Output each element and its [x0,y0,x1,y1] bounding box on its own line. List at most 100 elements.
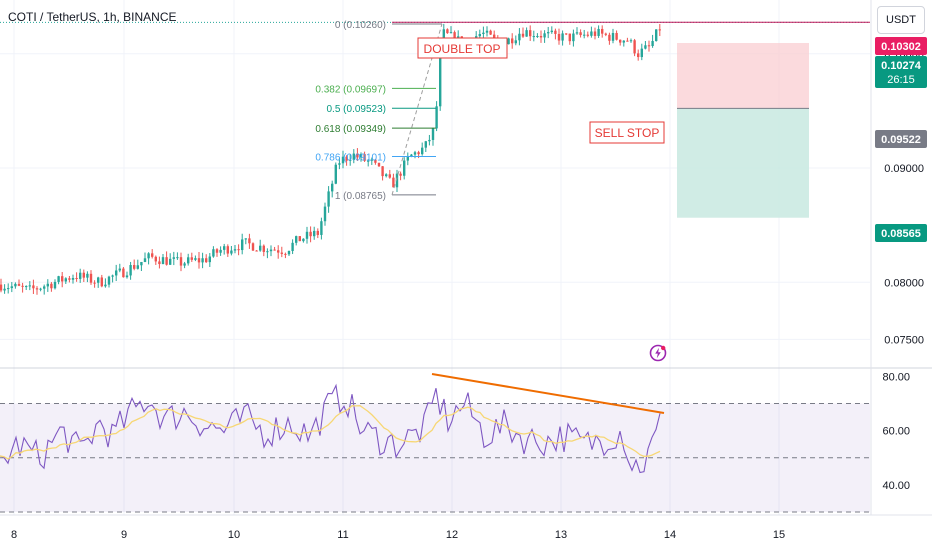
candle-body [169,258,172,265]
candle-body [323,206,327,222]
candle-body [359,154,363,158]
candle-body [349,159,352,161]
candle-body [511,38,514,44]
rsi-axis-tick: 60.00 [882,426,910,438]
fib-level-label: 0 (0.10260) [335,20,386,31]
sell-stop-label: SELL STOP [595,126,660,140]
candle-body [622,40,625,43]
candle-body [579,32,582,36]
candle-body [521,33,525,37]
candle-body [255,250,258,252]
price-label-top-bg [875,37,927,55]
double-top-label: DOUBLE TOP [424,42,501,56]
lightning-icon[interactable] [649,344,667,362]
candle-body [68,278,71,280]
candle-body [266,251,269,253]
candle-body [208,256,211,263]
candle-body [187,257,190,264]
candle-body [536,35,539,37]
candle-body [219,249,222,253]
candle-body [122,268,125,278]
candle-body [61,276,64,282]
candle-body [143,258,147,262]
candle-body [273,249,276,251]
double-top-box [417,37,508,59]
time-axis-tick: 12 [446,529,458,541]
candle-body [413,152,417,155]
candle-body [53,281,57,289]
candle-body [194,258,197,260]
candle-body [532,36,535,38]
candle-body [367,160,370,162]
candle-body [197,258,201,263]
candle-body [493,34,496,38]
candle-body [539,35,543,38]
candle-body [244,238,247,240]
candle-body [100,277,103,287]
stop-loss-zone [677,43,809,109]
candle-body [284,253,287,255]
time-axis-tick: 13 [555,529,567,541]
price-label-target: 0.08565 [881,228,921,240]
candle-body [352,153,355,160]
candle-body [561,33,564,41]
candle-body [230,250,233,254]
candle-body [388,174,391,178]
candle-body [590,31,593,36]
candle-body [309,231,312,237]
candle-body [431,128,435,140]
price-label-last: 0.10274 [881,60,922,72]
candle-body [277,250,280,253]
candle-body [525,30,528,37]
candle-body [3,288,6,291]
candle-body [385,174,388,177]
candle-body [25,286,28,288]
candle-body [158,261,161,265]
candle-body [406,156,409,161]
candle-body [374,159,377,163]
candle-body [7,288,10,290]
candle-body [410,154,413,157]
candle-body [593,31,597,36]
rsi-axis-tick: 40.00 [882,480,910,492]
candle-body [403,160,406,176]
candle-body [554,30,557,34]
candle-body [363,154,366,161]
candle-body [518,33,521,41]
candle-body [183,263,186,266]
candle-body [205,258,208,263]
candle-body [118,268,121,271]
candle-body [50,283,53,289]
price-axis-tick: 0.07500 [884,334,924,346]
candle-body [57,276,60,282]
currency-button[interactable]: USDT [877,6,925,34]
candle-body [543,33,546,38]
candle-body [629,40,633,42]
candle-body [262,245,265,252]
candle-body [115,270,118,276]
price-label-countdown: 26:15 [887,74,915,86]
candle-body [341,156,345,164]
candle-body [439,53,442,107]
time-axis-tick: 9 [121,529,127,541]
candle-body [176,257,179,259]
candle-body [338,163,341,165]
candle-body [89,273,93,283]
fib-level-label: 0.382 (0.09697) [315,84,386,95]
candle-body [334,164,337,184]
candle-body [586,34,589,36]
fib-level-label: 0.786 (0.09101) [315,152,386,163]
rsi-divergence-line [431,373,665,414]
candle-body [86,273,89,278]
time-axis-tick: 15 [773,529,785,541]
candle-body [190,257,193,260]
candle-body [226,246,229,254]
candle-body [597,28,600,36]
candle-body [604,33,607,35]
candle-body [223,246,226,250]
candle-body [241,239,244,251]
candle-body [140,261,143,266]
candle-body [399,173,402,176]
candle-body [608,34,611,41]
